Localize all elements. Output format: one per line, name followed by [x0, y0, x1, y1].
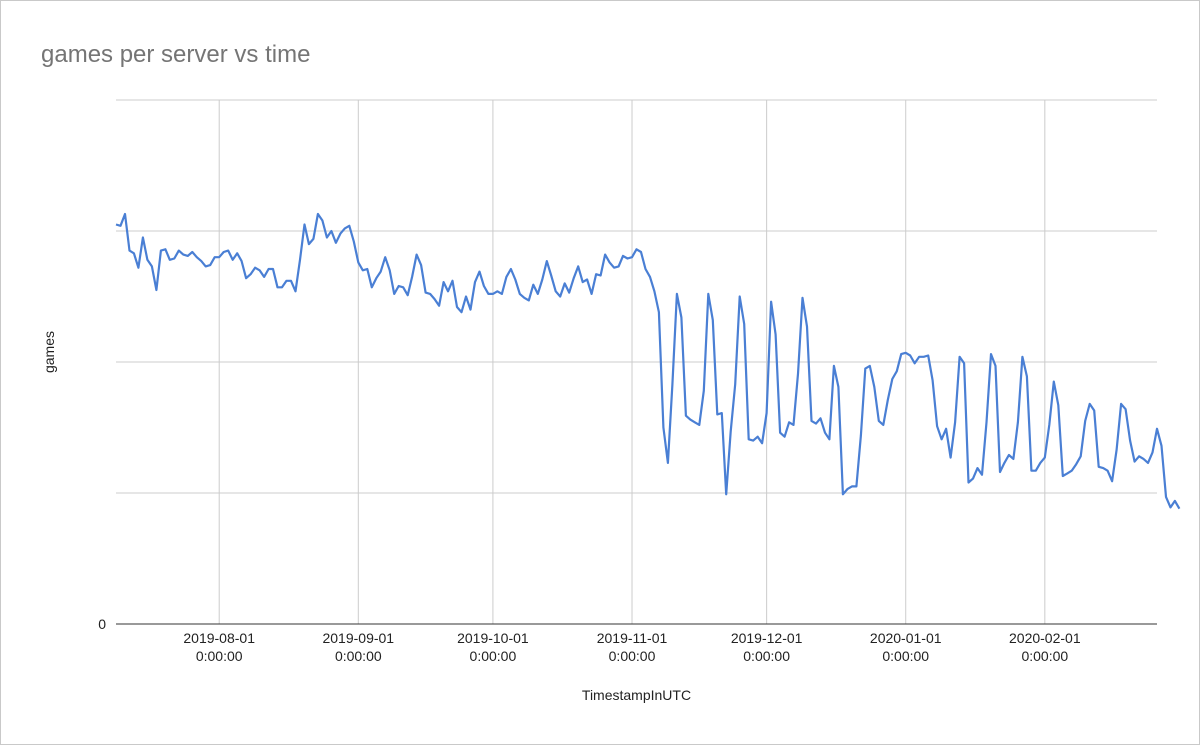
x-tick-label-time: 0:00:00: [743, 648, 790, 664]
series-layer: [115, 212, 1181, 510]
y-axis-title: games: [41, 331, 57, 373]
y-gridlines: [116, 99, 1157, 494]
x-gridlines: [218, 100, 1046, 624]
x-tick-label-time: 0:00:00: [882, 648, 929, 664]
x-tick-label: 2020-02-01: [1009, 630, 1081, 646]
x-tick-label: 2019-09-01: [322, 630, 394, 646]
x-tick-label-time: 0:00:00: [1021, 648, 1068, 664]
x-tick-label: 2019-08-01: [183, 630, 255, 646]
x-tick-label: 2019-12-01: [731, 630, 803, 646]
x-tick-label-time: 0:00:00: [196, 648, 243, 664]
x-tick-label-time: 0:00:00: [609, 648, 656, 664]
x-tick-labels: 2019-08-01 0:00:00 2019-09-01 0:00:00 2019-1…: [183, 630, 1080, 664]
x-axis-title: TimestampInUTC: [582, 687, 691, 703]
y-tick-labels: 0: [98, 616, 106, 632]
x-tick-label: 2020-01-01: [870, 630, 942, 646]
x-tick-label-time: 0:00:00: [335, 648, 382, 664]
y-tick-label: 0: [98, 616, 106, 632]
chart-title: games per server vs time: [41, 41, 311, 68]
x-tick-label: 2019-10-01: [457, 630, 529, 646]
x-tick-label: 2019-11-01: [597, 630, 668, 646]
x-tick-label-time: 0:00:00: [470, 648, 517, 664]
series-line: [115, 212, 1181, 510]
